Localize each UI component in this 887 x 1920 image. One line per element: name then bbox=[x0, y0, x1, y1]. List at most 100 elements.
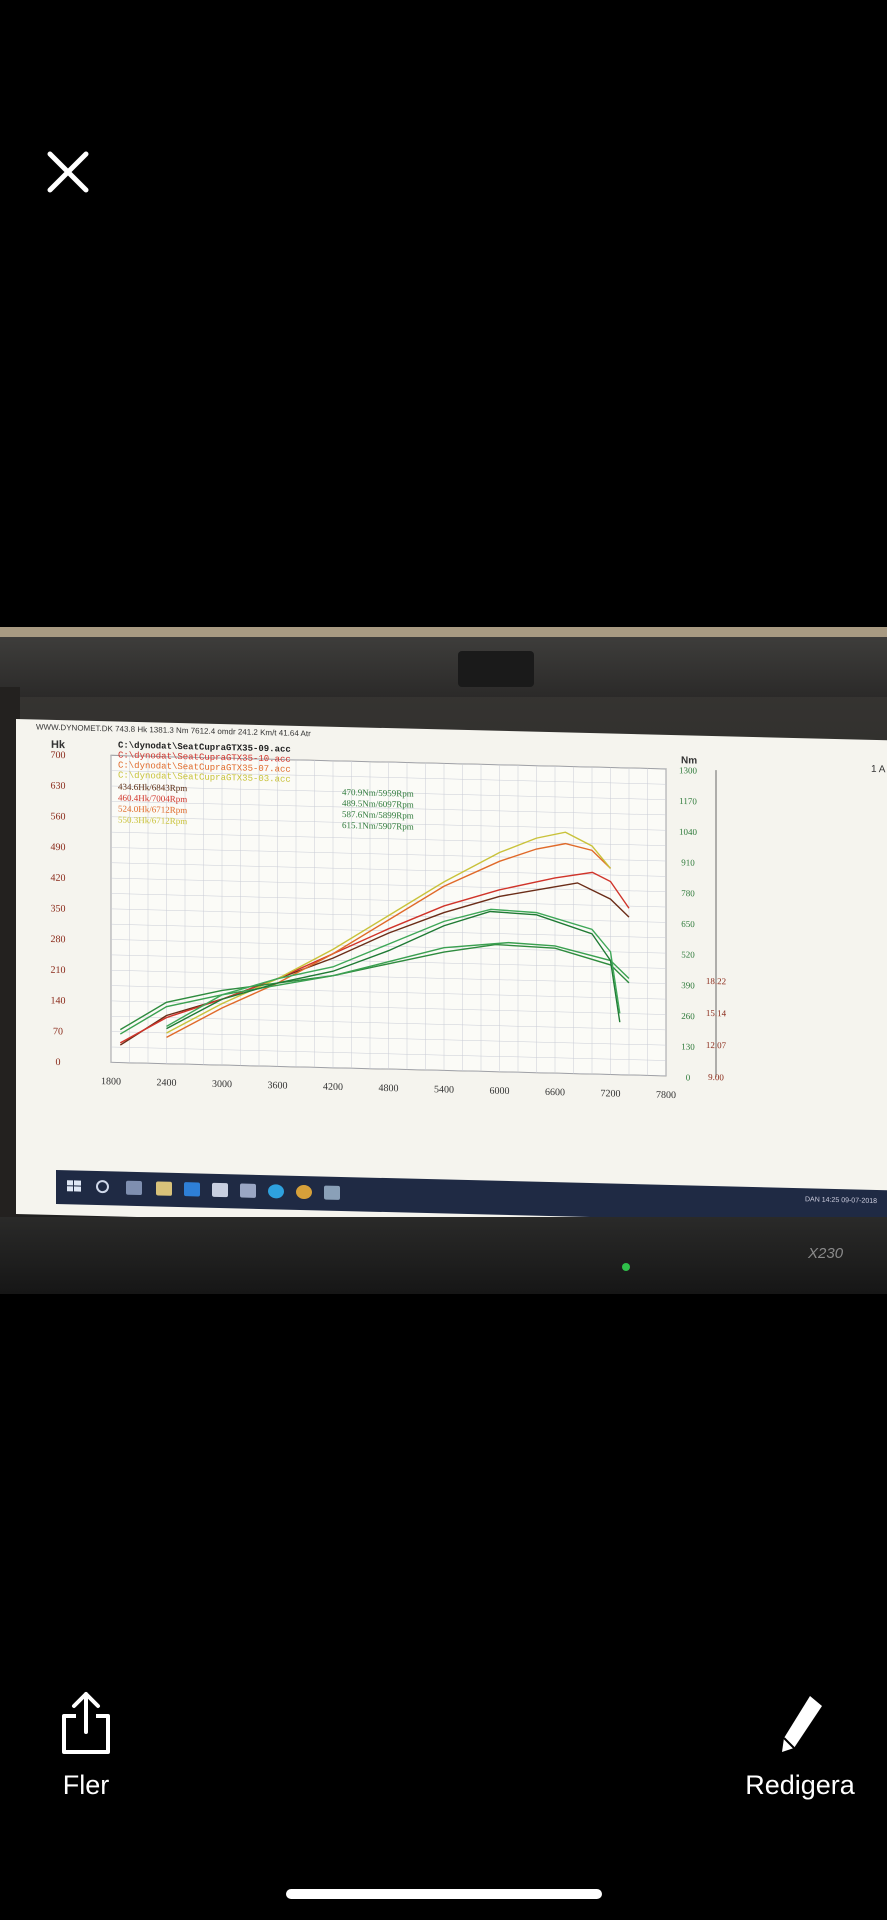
y-left-tick-label: 700 bbox=[51, 750, 66, 761]
y-right-tick-label: 1300 bbox=[679, 765, 697, 775]
grid-line-horizontal bbox=[111, 1031, 666, 1046]
x-tick-label: 5400 bbox=[434, 1084, 454, 1095]
torque-peak-label: 615.1Nm/5907Rpm bbox=[342, 820, 414, 832]
y-right-tick-label: 650 bbox=[681, 919, 695, 929]
laptop-bezel-top bbox=[0, 637, 887, 697]
x-tick-label: 4800 bbox=[379, 1083, 399, 1094]
webcam bbox=[458, 651, 534, 687]
close-button[interactable] bbox=[44, 148, 92, 196]
y-right2-tick-label: 9.00 bbox=[708, 1072, 724, 1082]
torque-peak-label: 489.5Nm/6097Rpm bbox=[342, 798, 414, 810]
legend-file-name: C:\dynodat\SeatCupraGTX35-03.acc bbox=[118, 770, 291, 784]
search-icon[interactable] bbox=[96, 1179, 109, 1194]
y-left-tick-label: 210 bbox=[51, 965, 66, 976]
x-tick-label: 6000 bbox=[490, 1086, 510, 1097]
y-right2-tick-label: 15.14 bbox=[706, 1008, 727, 1019]
y-right-tick-label: 390 bbox=[681, 980, 695, 990]
power-peak-label: 550.3Hk/6712Rpm bbox=[118, 814, 187, 826]
tray-time: 14:25 bbox=[821, 1196, 840, 1205]
series-line bbox=[119, 941, 630, 1035]
windows-taskbar: DAN 14:25 09-07-2018 bbox=[56, 1169, 887, 1225]
edge-browser-icon[interactable] bbox=[184, 1182, 200, 1197]
home-indicator[interactable] bbox=[286, 1889, 602, 1899]
x-tick-label: 2400 bbox=[157, 1077, 177, 1088]
pencil-icon bbox=[782, 1696, 822, 1752]
power-peak-label: 434.6Hk/6843Rpm bbox=[118, 781, 187, 793]
x-tick-label: 6600 bbox=[545, 1087, 565, 1098]
grid-line-horizontal bbox=[111, 785, 666, 800]
system-tray[interactable]: DAN 14:25 09-07-2018 bbox=[805, 1196, 877, 1205]
grid-line-horizontal bbox=[111, 877, 666, 892]
y-right-axis-label: Nm bbox=[681, 755, 697, 766]
grid-line-horizontal bbox=[111, 816, 666, 831]
y-right-tick-label: 130 bbox=[681, 1042, 695, 1052]
y-left-tick-label: 420 bbox=[51, 873, 66, 884]
power-peak-label: 460.4Hk/7004Rpm bbox=[118, 792, 187, 804]
close-icon bbox=[47, 151, 89, 193]
file-explorer-icon[interactable] bbox=[156, 1181, 172, 1196]
x-tick-label: 4200 bbox=[323, 1082, 343, 1093]
grid-line-horizontal bbox=[111, 831, 666, 846]
series-line bbox=[119, 871, 630, 1044]
chrome-icon[interactable] bbox=[296, 1184, 312, 1200]
windows-start-icon[interactable] bbox=[66, 1179, 82, 1193]
grid-line-horizontal bbox=[111, 862, 666, 877]
x-tick-label: 3000 bbox=[212, 1079, 232, 1090]
power-led bbox=[622, 1263, 630, 1271]
series-line bbox=[166, 908, 621, 1027]
skype-icon[interactable] bbox=[268, 1184, 284, 1199]
app-window-icon[interactable] bbox=[240, 1183, 256, 1198]
y-right2-tick-label: 12.07 bbox=[706, 1040, 727, 1051]
grid-line-horizontal bbox=[111, 1046, 666, 1061]
y-right-tick-label: 0 bbox=[686, 1072, 691, 1082]
y-left-tick-label: 0 bbox=[56, 1057, 61, 1068]
y-left-tick-label: 490 bbox=[51, 842, 66, 853]
y-left-tick-label: 560 bbox=[51, 811, 66, 822]
legend-file-name: C:\dynodat\SeatCupraGTX35-07.acc bbox=[118, 760, 291, 774]
y-right-tick-label: 1170 bbox=[679, 796, 697, 806]
grid-line-horizontal bbox=[111, 755, 666, 770]
share-label: Fler bbox=[62, 1770, 110, 1800]
share-button[interactable]: Fler bbox=[46, 1690, 126, 1801]
dyno-chart: 1800 2400 3000 3600 4200 4800 5400 6000 6600 7200… bbox=[51, 739, 886, 1101]
y-left-tick-label: 70 bbox=[53, 1026, 63, 1037]
dynomet-app-icon[interactable] bbox=[324, 1185, 340, 1200]
y-left-axis-label: Hk bbox=[51, 739, 66, 751]
y-left-tick-label: 350 bbox=[51, 903, 66, 914]
laptop-model-label: X230 bbox=[808, 1245, 844, 1262]
grid-line-horizontal bbox=[111, 847, 666, 862]
y-left-tick-label: 280 bbox=[51, 934, 66, 945]
laptop-bezel-left bbox=[0, 687, 20, 1294]
tray-date: 09-07-2018 bbox=[841, 1197, 877, 1206]
y-left-tick-label: 140 bbox=[51, 995, 66, 1006]
y-right2-tick-label: 18.22 bbox=[706, 976, 726, 986]
x-tick-label: 7200 bbox=[601, 1088, 621, 1099]
y-right-tick-label: 910 bbox=[681, 857, 695, 867]
x-tick-label: 3600 bbox=[268, 1080, 288, 1091]
laptop-screen: WWW.DYNOMET.DK 743.8 Hk 1381.3 Nm 7612.4… bbox=[16, 719, 887, 1236]
grid-line-horizontal bbox=[111, 1062, 666, 1077]
grid-line-horizontal bbox=[111, 923, 666, 938]
series-line bbox=[119, 943, 630, 1031]
y-right-tick-label: 780 bbox=[681, 888, 695, 898]
tray-language: DAN bbox=[804, 1196, 820, 1204]
x-tick-label: 1800 bbox=[101, 1076, 121, 1087]
share-icon bbox=[62, 1692, 110, 1754]
grid-line-horizontal bbox=[111, 801, 666, 816]
torque-peak-label: 587.6Nm/5899Rpm bbox=[342, 809, 414, 821]
series-line bbox=[166, 842, 611, 1038]
edit-label: Redigera bbox=[745, 1770, 855, 1800]
grid-line-horizontal bbox=[111, 893, 666, 908]
y-right-tick-label: 1040 bbox=[679, 827, 697, 837]
grid-line-horizontal bbox=[111, 985, 666, 1000]
store-icon[interactable] bbox=[212, 1182, 228, 1198]
torque-peak-label: 470.9Nm/5959Rpm bbox=[342, 787, 414, 799]
task-view-icon[interactable] bbox=[126, 1180, 142, 1196]
series-line bbox=[166, 831, 612, 1034]
y-right-tick-label: 260 bbox=[681, 1011, 695, 1021]
power-peak-label: 524.0Hk/6712Rpm bbox=[118, 803, 187, 815]
y-left-tick-label: 630 bbox=[51, 781, 66, 792]
edit-button[interactable]: Redigera bbox=[730, 1690, 870, 1801]
y-right-tick-label: 520 bbox=[681, 949, 695, 959]
series-line bbox=[166, 910, 621, 1030]
